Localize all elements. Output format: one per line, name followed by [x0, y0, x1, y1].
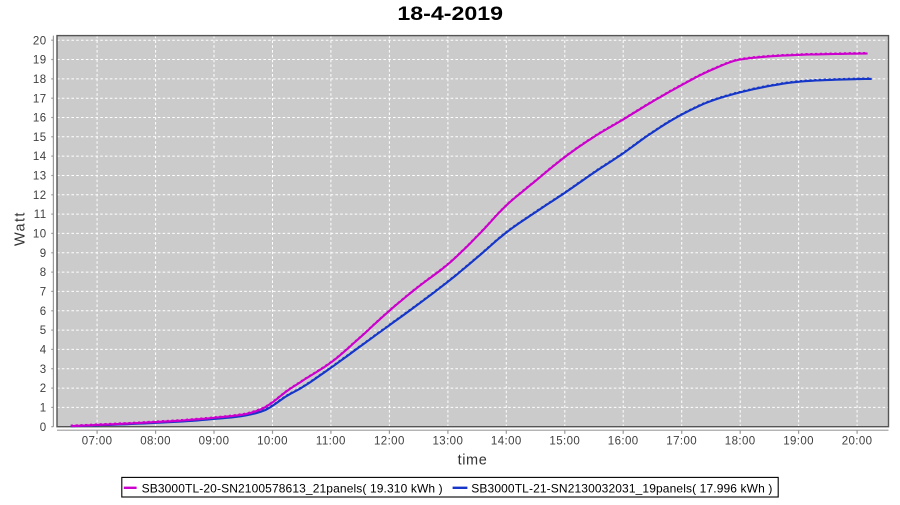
svg-text:1: 1	[40, 403, 47, 415]
svg-text:18: 18	[33, 74, 47, 86]
svg-text:7: 7	[40, 287, 47, 299]
svg-text:16:00: 16:00	[608, 436, 639, 448]
svg-text:17:00: 17:00	[666, 436, 697, 448]
svg-text:12:00: 12:00	[374, 436, 405, 448]
svg-text:SB3000TL-21-SN2130032031_19pan: SB3000TL-21-SN2130032031_19panels( 17.99…	[471, 481, 772, 495]
svg-text:18-4-2019: 18-4-2019	[397, 4, 503, 25]
svg-text:3: 3	[40, 364, 47, 376]
svg-text:13:00: 13:00	[433, 436, 464, 448]
svg-text:6: 6	[40, 306, 47, 318]
svg-text:SB3000TL-20-SN2100578613_21pan: SB3000TL-20-SN2100578613_21panels( 19.31…	[142, 481, 443, 495]
svg-text:9: 9	[40, 248, 47, 260]
svg-text:17: 17	[33, 93, 47, 105]
svg-text:0: 0	[40, 422, 47, 434]
svg-text:20: 20	[33, 35, 47, 47]
svg-text:15: 15	[33, 132, 47, 144]
svg-text:Watt: Watt	[13, 211, 29, 246]
svg-text:5: 5	[40, 325, 47, 337]
svg-text:19:00: 19:00	[783, 436, 814, 448]
svg-text:15:00: 15:00	[549, 436, 580, 448]
svg-text:11:00: 11:00	[316, 436, 346, 448]
svg-text:13: 13	[33, 171, 47, 183]
svg-text:20:00: 20:00	[842, 436, 873, 448]
svg-text:14:00: 14:00	[491, 436, 522, 448]
svg-text:14: 14	[33, 151, 47, 163]
svg-text:11: 11	[34, 209, 47, 221]
svg-text:09:00: 09:00	[199, 436, 230, 448]
svg-text:12: 12	[33, 190, 47, 202]
svg-text:8: 8	[40, 267, 47, 279]
svg-text:18:00: 18:00	[725, 436, 756, 448]
svg-text:07:00: 07:00	[82, 436, 113, 448]
svg-text:2: 2	[40, 383, 47, 395]
svg-text:19: 19	[33, 55, 47, 67]
svg-text:time: time	[458, 452, 488, 468]
svg-text:10:00: 10:00	[257, 436, 288, 448]
svg-text:10: 10	[33, 229, 47, 241]
svg-text:08:00: 08:00	[140, 436, 171, 448]
svg-text:4: 4	[40, 345, 47, 357]
svg-text:16: 16	[33, 113, 47, 125]
